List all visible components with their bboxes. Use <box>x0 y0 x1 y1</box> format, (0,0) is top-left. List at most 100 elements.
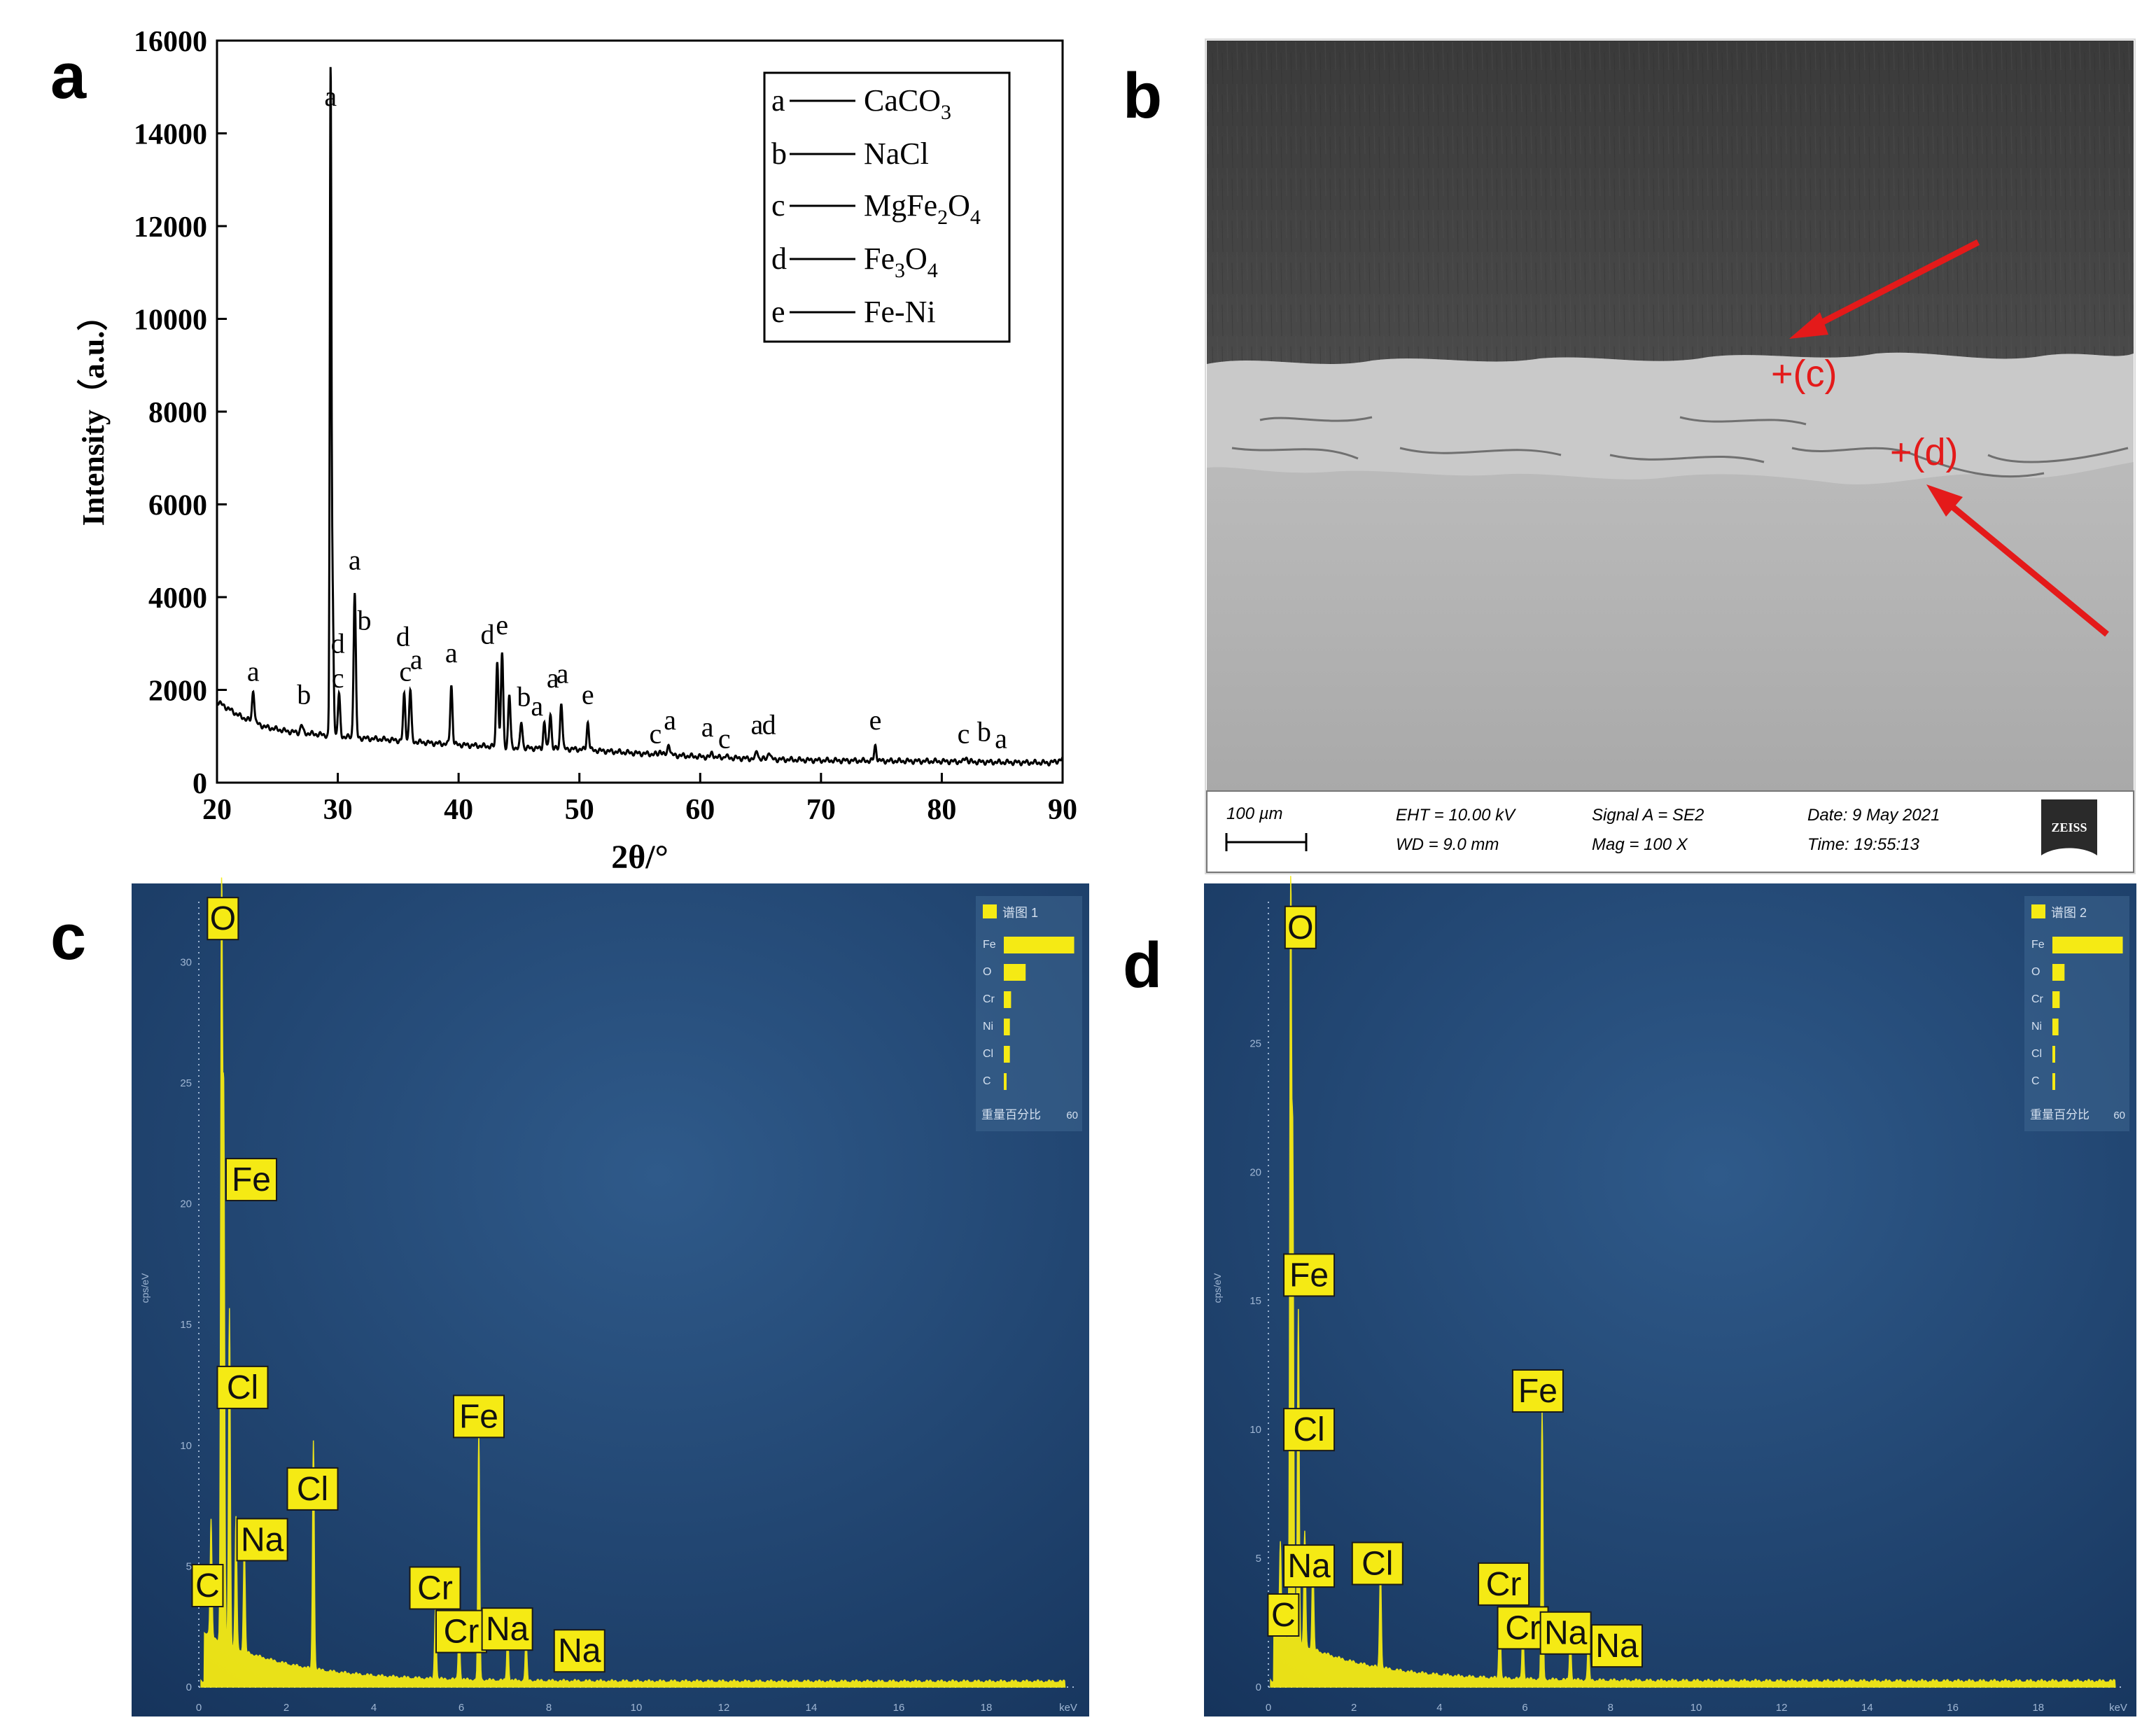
xrd-peak-label: a <box>247 655 260 687</box>
legend-key: d <box>771 242 787 276</box>
eds-y-tick-label: 25 <box>1250 1037 1261 1049</box>
legend-phase: NaCl <box>864 137 929 171</box>
xrd-legend-entry: a CaCO3 <box>771 83 951 124</box>
eds-peak-label-box <box>435 1609 487 1653</box>
eds-y-tick-label: 20 <box>180 1198 192 1210</box>
xrd-peak-label: a <box>556 658 569 690</box>
panel-b-letter: b <box>1123 60 1162 132</box>
xrd-peak-label: d <box>481 618 495 650</box>
eds-composition-bar <box>2052 937 2123 953</box>
eds-peak-label-box <box>206 897 239 941</box>
xrd-legend: a CaCO3 b NaCl c MgFe2O4 d Fe3O4 e <box>763 71 1011 343</box>
eds-composition-bar <box>1004 937 1074 953</box>
sem-time: Time: 19:55:13 <box>1807 835 1920 854</box>
xrd-peak-label: a <box>349 544 361 575</box>
eds-peak-label-box <box>1478 1562 1530 1606</box>
eds-bar-element: Cr <box>2031 993 2044 1005</box>
sem-oxide-layer <box>1207 352 2134 484</box>
xrd-peak-label: c <box>332 662 344 694</box>
sem-date: Date: 9 May 2021 <box>1807 806 1940 825</box>
eds-composition-bar <box>2052 1046 2055 1063</box>
sem-oxide-cracks <box>1231 416 2129 478</box>
eds-x-tick-label: 6 <box>1522 1702 1527 1714</box>
xrd-peak-label: d <box>396 621 410 652</box>
eds-x-tick-label: 18 <box>981 1702 993 1714</box>
eds-peak-label: Na <box>1595 1628 1639 1665</box>
legend-phase: MgFe2O4 <box>864 188 981 229</box>
y-tick-label: 0 <box>192 768 207 800</box>
eds-bar-element: Fe <box>983 939 996 951</box>
eds-peak-label-box <box>286 1467 339 1511</box>
xrd-peak-label: c <box>958 718 970 750</box>
eds-peak-label-box <box>1283 1544 1336 1588</box>
eds-bar-element: Cl <box>2031 1048 2042 1060</box>
sem-wd: WD = 9.0 mm <box>1396 835 1499 854</box>
eds-d-legend-title: 谱图 2 <box>2051 906 2087 920</box>
legend-phase-sub: 3 <box>895 259 905 282</box>
eds-peak-label: Na <box>1287 1548 1331 1585</box>
xrd-peak-label: b <box>358 604 372 636</box>
eds-d-spectrum <box>1270 876 2116 1688</box>
eds-x-tick-label: keV <box>1059 1702 1077 1714</box>
panel-a-xlabel: 2θ/° <box>611 839 668 876</box>
eds-d-legend-footer: 重量百分比 <box>2030 1108 2090 1121</box>
eds-peak-label: Fe <box>232 1161 271 1198</box>
eds-y-tick-label: 15 <box>1250 1295 1261 1307</box>
eds-y-tick-label: 5 <box>1256 1553 1261 1565</box>
eds-c-legend-swatch <box>983 904 997 918</box>
eds-peak-label-box <box>1511 1369 1564 1413</box>
legend-phase-main: Fe <box>864 242 895 276</box>
eds-peak-label-box <box>225 1158 277 1202</box>
eds-peak-label: Cl <box>227 1369 258 1406</box>
eds-x-tick-label: 4 <box>371 1702 377 1714</box>
xrd-legend-entry: b NaCl <box>771 137 929 171</box>
eds-peak-label: Cr <box>444 1614 479 1651</box>
legend-phase-rest: O <box>948 188 970 223</box>
sem-marker-c: +(c) <box>1771 353 1837 395</box>
eds-peak-label-box <box>1267 1593 1300 1637</box>
eds-peak-label-box <box>216 1365 269 1409</box>
eds-x-tick-label: 0 <box>1266 1702 1271 1714</box>
eds-x-tick-label: 8 <box>546 1702 552 1714</box>
eds-x-tick-label: 14 <box>806 1702 818 1714</box>
sem-resin-texture <box>1207 41 2134 364</box>
eds-peak-label: C <box>1271 1597 1296 1634</box>
xrd-peak-label: a <box>995 722 1007 754</box>
eds-c-composition-bars: Fe O Cr Ni Cl C <box>983 937 1074 1090</box>
eds-bar-element: O <box>983 966 991 978</box>
panel-c-letter: c <box>50 902 86 973</box>
legend-phase-main: MgFe <box>864 188 937 223</box>
sem-substrate <box>1207 420 2134 791</box>
zeiss-logo: ZEISS <box>2041 799 2097 855</box>
eds-peak-label: Cl <box>297 1471 328 1508</box>
eds-peak-label-box <box>1283 1253 1336 1297</box>
eds-bar-element: C <box>983 1075 991 1087</box>
eds-x-tick-label: 14 <box>1861 1702 1873 1714</box>
eds-y-tick-label: 0 <box>1256 1681 1261 1693</box>
eds-d-legend-box <box>2024 896 2129 1131</box>
eds-peak-label-box <box>1590 1624 1643 1668</box>
eds-peak-label: Cl <box>1293 1411 1324 1448</box>
eds-x-tick-label: 10 <box>631 1702 643 1714</box>
eds-peak-label: Na <box>486 1611 529 1648</box>
eds-peak-label: O <box>210 900 236 937</box>
legend-phase: Fe-Ni <box>864 295 936 329</box>
eds-peak-label: O <box>1287 909 1313 946</box>
legend-key: c <box>771 188 785 223</box>
panel-a-xrd: a 0 2000 4000 6000 8000 10000 12000 14000 16000 2… <box>50 26 1077 876</box>
eds-x-tick-label: 16 <box>893 1702 905 1714</box>
x-tick-label: 20 <box>202 794 232 826</box>
panel-b-sem: b +(c) +(d) 100 µm EHT = 10.00 kV WD = 9… <box>1123 39 2136 874</box>
eds-x-tick-label: 16 <box>1947 1702 1959 1714</box>
xrd-peak-label: a <box>324 81 337 112</box>
eds-y-tick-label: 25 <box>180 1077 192 1089</box>
eds-y-tick-label: 20 <box>1250 1166 1261 1178</box>
eds-composition-bar <box>2052 991 2060 1008</box>
legend-phase-main: NaCl <box>864 137 929 171</box>
arrow-to-point-d <box>1926 484 2109 637</box>
eds-x-tick-label: 4 <box>1436 1702 1442 1714</box>
xrd-pattern <box>216 67 1064 767</box>
